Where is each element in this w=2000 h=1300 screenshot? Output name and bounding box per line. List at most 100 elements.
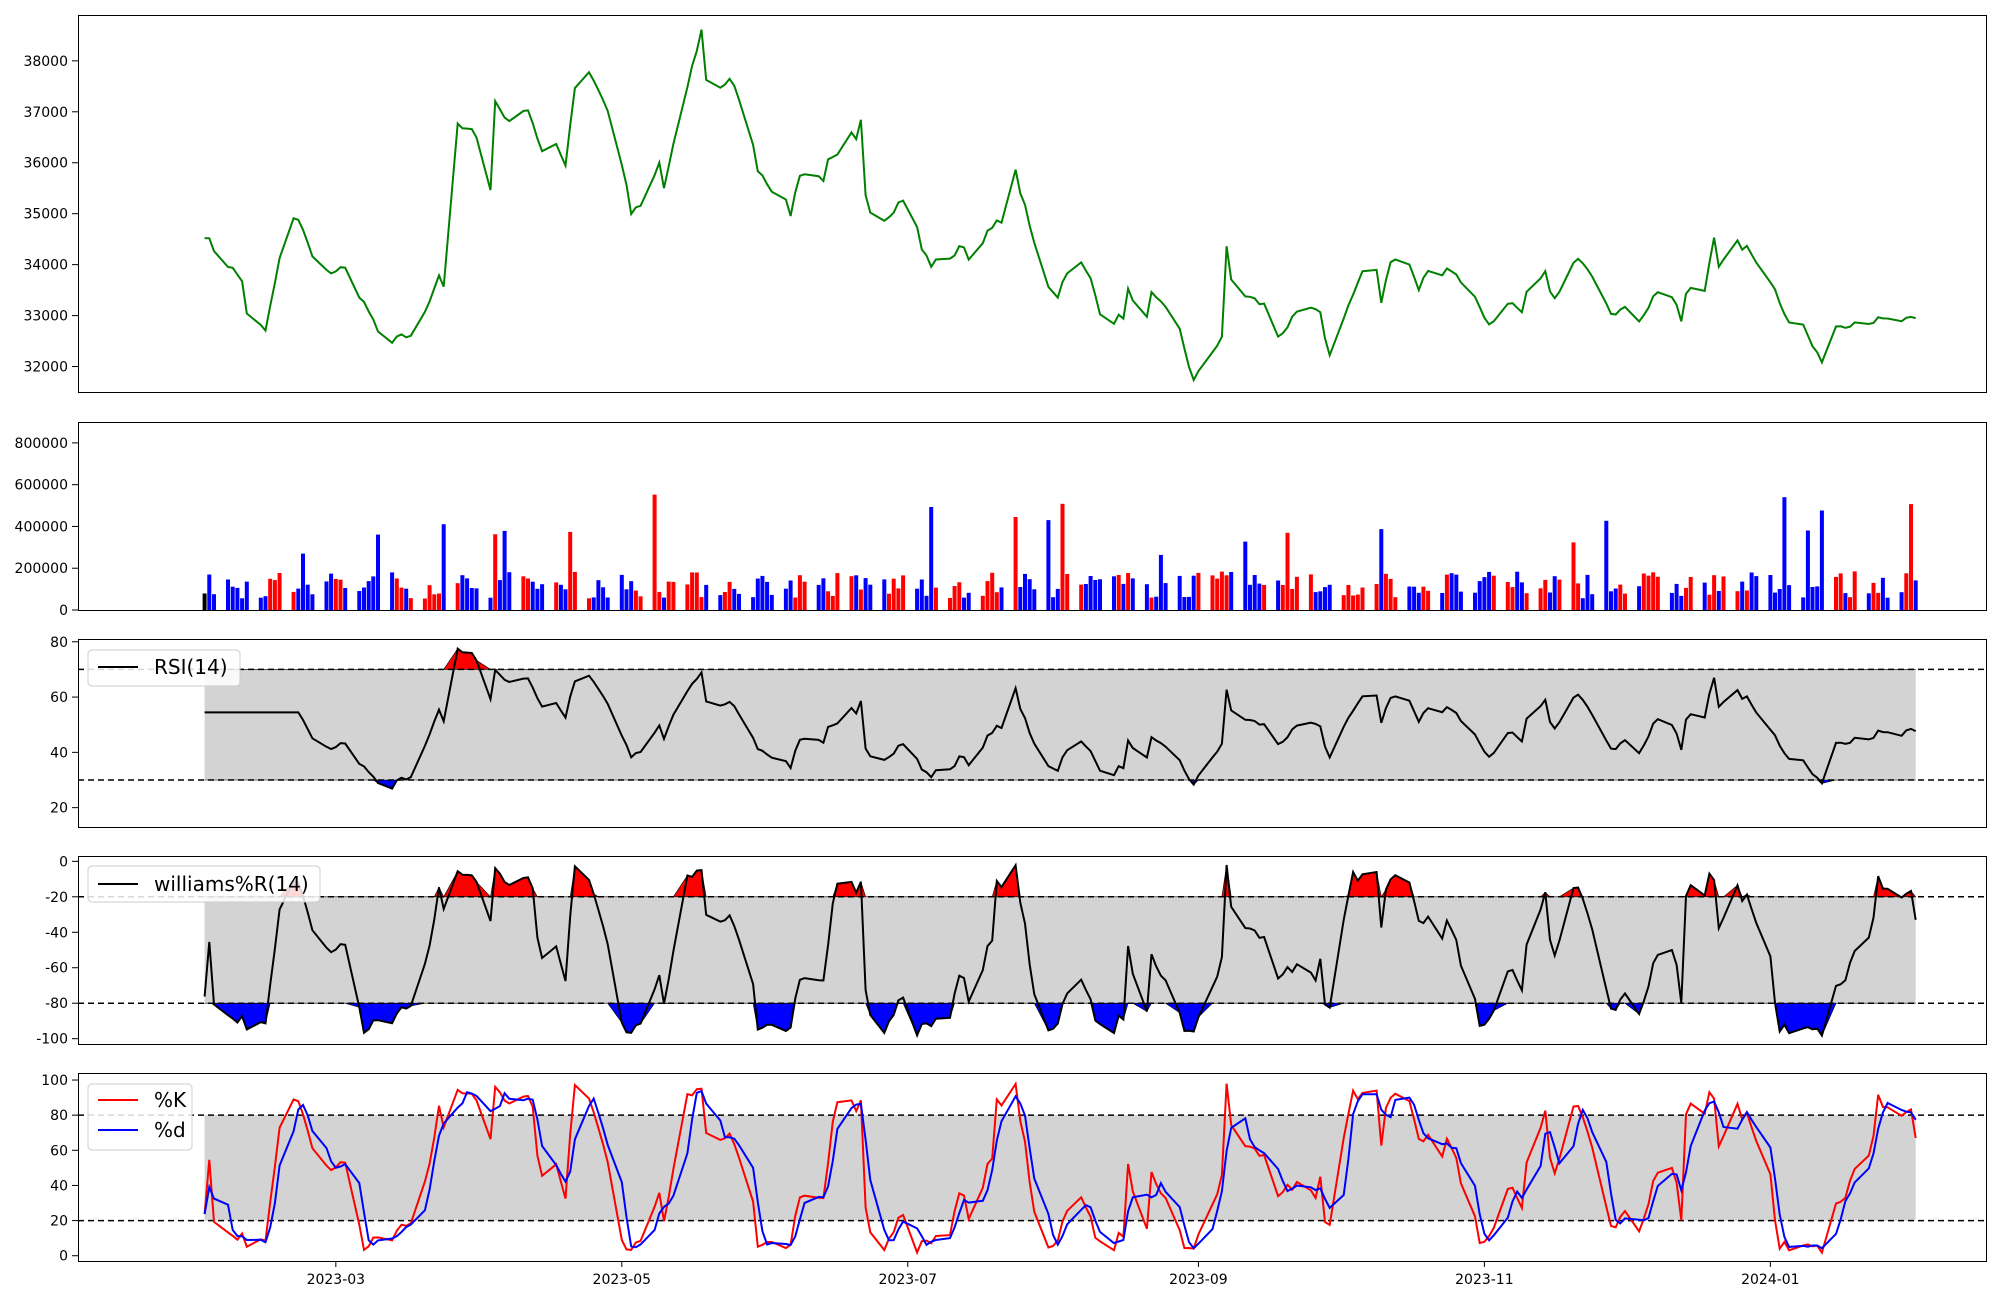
volume-bar <box>821 578 826 610</box>
volume-bar <box>1032 589 1037 610</box>
volume-bar <box>783 588 788 610</box>
volume-bar <box>1543 579 1548 610</box>
volume-bar <box>1229 572 1234 610</box>
volume-bar <box>1754 576 1759 610</box>
price-frame <box>78 15 1987 393</box>
volume-bar <box>1515 571 1520 610</box>
volume-bar <box>1510 587 1515 610</box>
volume-bar <box>849 576 854 610</box>
rsi-ytick-label: 40 <box>50 745 68 761</box>
volume-bar <box>1576 583 1581 610</box>
volume-bar <box>202 593 207 610</box>
volume-bar <box>437 593 441 610</box>
volume-bar <box>1308 574 1313 610</box>
volume-bar <box>1285 532 1290 610</box>
volume-bar <box>343 588 348 610</box>
volume-bar <box>1276 580 1281 610</box>
volume-bar <box>554 582 559 610</box>
volume-bar <box>952 586 957 610</box>
volume-bar <box>1351 595 1356 610</box>
volume-bar <box>657 591 662 610</box>
volume-bar <box>1327 584 1332 610</box>
volume-bar <box>1876 592 1881 610</box>
volume-bar <box>1477 581 1482 610</box>
volume-bar <box>915 588 920 610</box>
rsi-frame <box>78 639 1987 828</box>
volume-bar <box>558 584 563 610</box>
volume-bar <box>1819 510 1824 610</box>
stoch-ytick-label: 0 <box>59 1249 68 1265</box>
volume-bar <box>1257 583 1262 610</box>
volume-bar <box>272 580 277 610</box>
volume-bar <box>310 594 315 610</box>
stochastic-plot <box>78 1081 1986 1256</box>
volume-bar <box>1079 584 1084 610</box>
volume-bar <box>1130 578 1135 610</box>
volume-bar <box>1787 585 1792 610</box>
volume-bar <box>901 575 906 610</box>
volume-bar <box>563 589 568 610</box>
volume-bar <box>727 581 732 610</box>
volume-bar <box>919 579 924 610</box>
x-tick-label: 2023-05 <box>593 1272 652 1288</box>
volume-bar <box>624 589 629 610</box>
volume-bar <box>469 588 474 610</box>
stoch-ytick-label: 20 <box>50 1214 68 1230</box>
volume-bar <box>751 597 756 610</box>
price-y-axis: 32000 33000 34000 35000 36000 37000 38000 <box>23 54 78 376</box>
volume-bar <box>629 581 634 610</box>
volume-bar <box>1909 504 1913 610</box>
stochastic-y-axis: 0 20 40 60 80 100 <box>41 1073 78 1265</box>
volume-bar <box>802 581 807 610</box>
volume-bar <box>1262 585 1267 610</box>
williams-overbought-fill <box>204 864 1917 898</box>
volume-plot <box>202 494 1918 610</box>
volume-bar <box>1552 576 1557 610</box>
volume-bar <box>619 574 624 610</box>
volume-bar <box>826 591 831 610</box>
price-plot <box>204 29 1916 383</box>
volume-bar <box>1248 584 1252 610</box>
volume-bar <box>1055 588 1060 610</box>
volume-bar <box>1744 590 1749 610</box>
volume-bar <box>277 573 282 610</box>
volume-bar <box>507 572 512 610</box>
volume-bar <box>1548 592 1552 610</box>
x-tick-label: 2024-01 <box>1741 1272 1800 1288</box>
williams-y-axis: 0 -20 -40 -60 -80 -100 <box>36 854 78 1048</box>
volume-bar <box>1904 573 1909 610</box>
volume-bar <box>887 593 891 610</box>
volume-bar <box>1144 584 1149 610</box>
x-tick-label: 2023-03 <box>307 1272 366 1288</box>
volume-bar <box>891 578 896 610</box>
williams-ytick-label: 0 <box>59 854 68 870</box>
volume-bar <box>882 579 887 610</box>
volume-bar <box>1196 572 1201 610</box>
volume-bar <box>1679 595 1684 610</box>
volume-bar <box>1473 592 1477 610</box>
volume-bar <box>526 578 530 610</box>
x-tick-label: 2023-07 <box>879 1272 938 1288</box>
williams-frame <box>78 856 1987 1045</box>
volume-bar <box>793 597 798 610</box>
volume-bar <box>1093 580 1098 610</box>
price-ytick-label: 38000 <box>23 54 68 70</box>
volume-bar <box>704 584 709 610</box>
volume-bar <box>1023 573 1027 610</box>
volume-bar <box>1721 576 1726 610</box>
volume-bar <box>1407 586 1412 610</box>
volume-bar <box>1051 597 1056 610</box>
volume-bar <box>1126 573 1131 610</box>
volume-bar <box>962 597 966 610</box>
volume-bar <box>1590 594 1595 610</box>
volume-bar <box>465 578 470 610</box>
volume-bar <box>933 587 938 610</box>
volume-bar <box>1716 591 1721 610</box>
volume-bar <box>1805 530 1810 610</box>
x-tick-label: 2023-09 <box>1169 1272 1228 1288</box>
volume-bar <box>1158 554 1163 610</box>
stochastic-frame <box>78 1073 1987 1262</box>
williams-ytick-label: -20 <box>45 890 68 906</box>
volume-bar <box>769 594 774 610</box>
volume-bar <box>948 598 952 610</box>
